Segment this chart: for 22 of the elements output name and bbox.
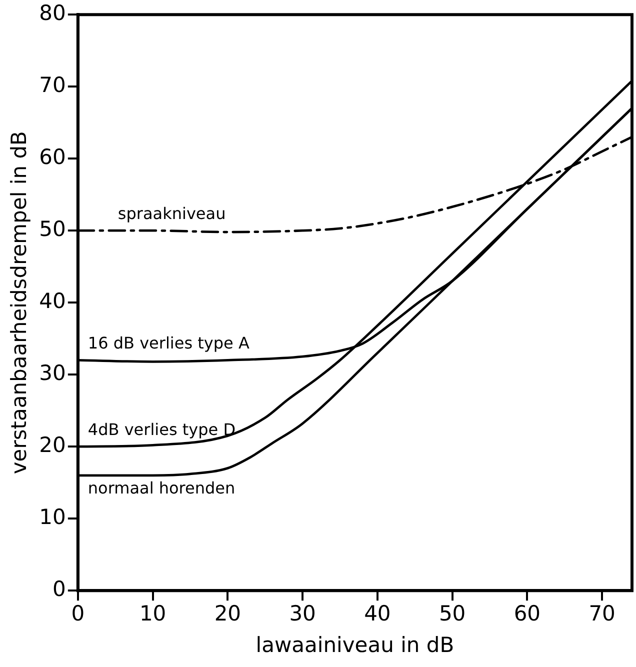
series-label: 16 dB verlies type A [88, 333, 250, 352]
series-label: normaal horenden [88, 478, 236, 498]
x-tick-label: 50 [438, 602, 466, 626]
x-tick-label: 70 [588, 602, 616, 626]
y-axis-title: verstaanbaarheidsdrempel in dB [7, 131, 32, 474]
y-tick-label: 80 [39, 1, 66, 26]
x-tick-label: 30 [289, 602, 316, 626]
series-label: spraakniveau [118, 204, 226, 223]
y-tick-label: 60 [39, 145, 66, 170]
x-tick-label: 60 [514, 602, 541, 626]
x-tick-label: 40 [364, 602, 391, 626]
x-tick-label: 10 [139, 602, 166, 626]
y-tick-label: 70 [39, 73, 66, 98]
y-tick-label: 50 [39, 217, 66, 242]
x-axis-title: lawaainiveau in dB [256, 632, 454, 657]
y-tick-label: 10 [39, 505, 66, 530]
y-tick-label: 0 [52, 577, 66, 602]
x-tick-label: 20 [214, 602, 242, 626]
y-tick-label: 20 [39, 433, 66, 458]
y-tick-label: 30 [39, 361, 66, 386]
y-tick-label: 40 [39, 289, 66, 314]
x-tick-label: 0 [71, 602, 85, 626]
